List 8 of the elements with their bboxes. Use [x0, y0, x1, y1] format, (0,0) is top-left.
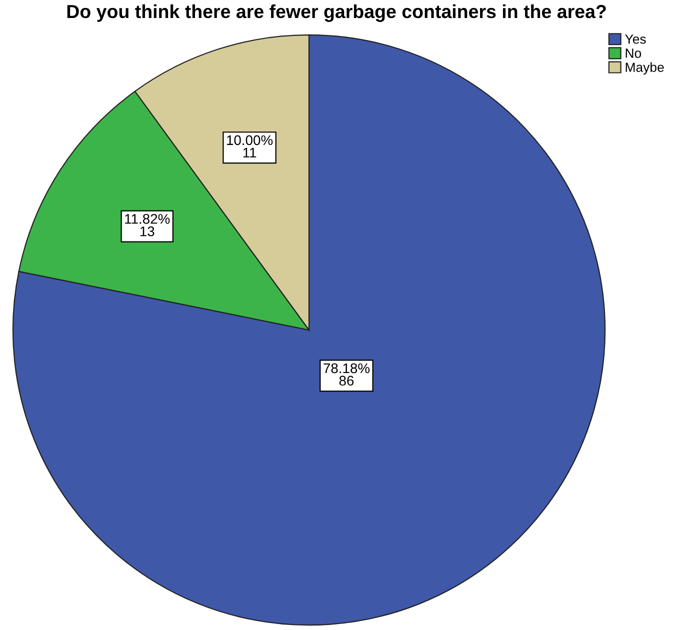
data-label: 11.82% 13 — [125, 214, 170, 236]
pie-slice — [12, 34, 606, 626]
legend-label: Yes — [625, 34, 646, 44]
chart-title: Do you think there are fewer garbage containers in the area? — [67, 4, 606, 22]
legend-label: Maybe — [626, 62, 664, 75]
data-label: 10.00% 11 — [227, 135, 273, 158]
data-label: 78.18% 86 — [324, 363, 370, 386]
legend-label: No — [626, 48, 642, 58]
